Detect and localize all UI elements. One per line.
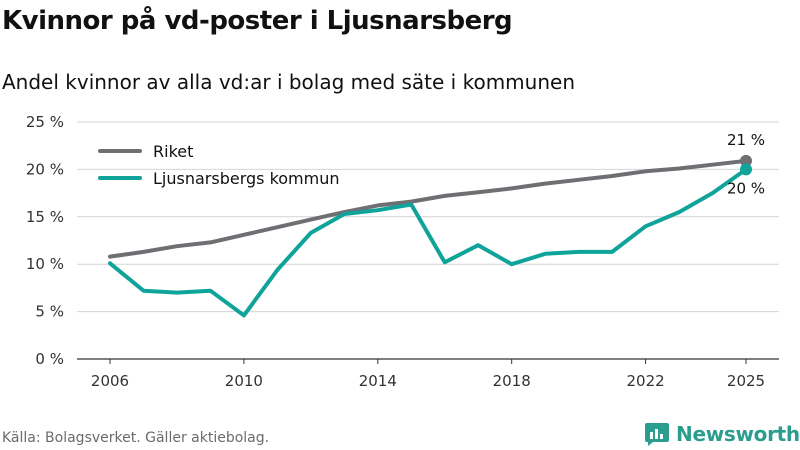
y-tick-label: 5 % [35, 303, 64, 321]
x-tick-label: 2014 [359, 372, 397, 390]
newsworthy-logo-icon [645, 423, 669, 446]
legend-label-kommun: Ljusnarsbergs kommun [153, 169, 340, 188]
end-labels: 21 % 20 % [727, 131, 765, 198]
end-label-riket: 21 % [727, 131, 765, 149]
x-tick-label: 2010 [225, 372, 263, 390]
y-tick-label: 0 % [35, 350, 64, 368]
legend: Riket Ljusnarsbergs kommun [98, 142, 340, 188]
source-note: Källa: Bolagsverket. Gäller aktiebolag. [2, 430, 270, 446]
brand-logo[interactable]: Newsworthy [644, 421, 800, 447]
x-tick-label: 2018 [493, 372, 531, 390]
grid-lines [77, 121, 779, 360]
y-tick-label: 20 % [26, 160, 64, 178]
end-label-kommun: 20 % [727, 179, 765, 197]
end-point-kommun [740, 163, 752, 176]
brand-name: Newsworthy [676, 422, 800, 446]
y-tick-label: 10 % [26, 255, 64, 273]
end-point-riket [740, 154, 752, 167]
y-tick-label: 25 % [26, 113, 64, 131]
series-line-kommun [108, 167, 748, 318]
legend-label-riket: Riket [153, 142, 193, 161]
x-axis-ticks: 2006 2010 2014 2018 2022 2025 [91, 359, 765, 390]
y-axis-ticks: 0 % 5 % 10 % 15 % 20 % 25 % [26, 113, 64, 368]
y-tick-label: 15 % [26, 208, 64, 226]
x-tick-label: 2006 [91, 372, 129, 390]
chart-title: Kvinnor på vd-poster i Ljusnarsberg [2, 6, 513, 36]
line-chart: 0 %5 %10 %15 %20 %25 % 2006 2010 2014 2018 2… [26, 113, 779, 390]
series-line-riket [108, 158, 748, 259]
series-lines [108, 158, 748, 318]
chart-subtitle: Andel kvinnor av alla vd:ar i bolag med … [2, 70, 575, 94]
x-tick-label: 2022 [626, 372, 664, 390]
x-tick-label: 2025 [727, 372, 765, 390]
